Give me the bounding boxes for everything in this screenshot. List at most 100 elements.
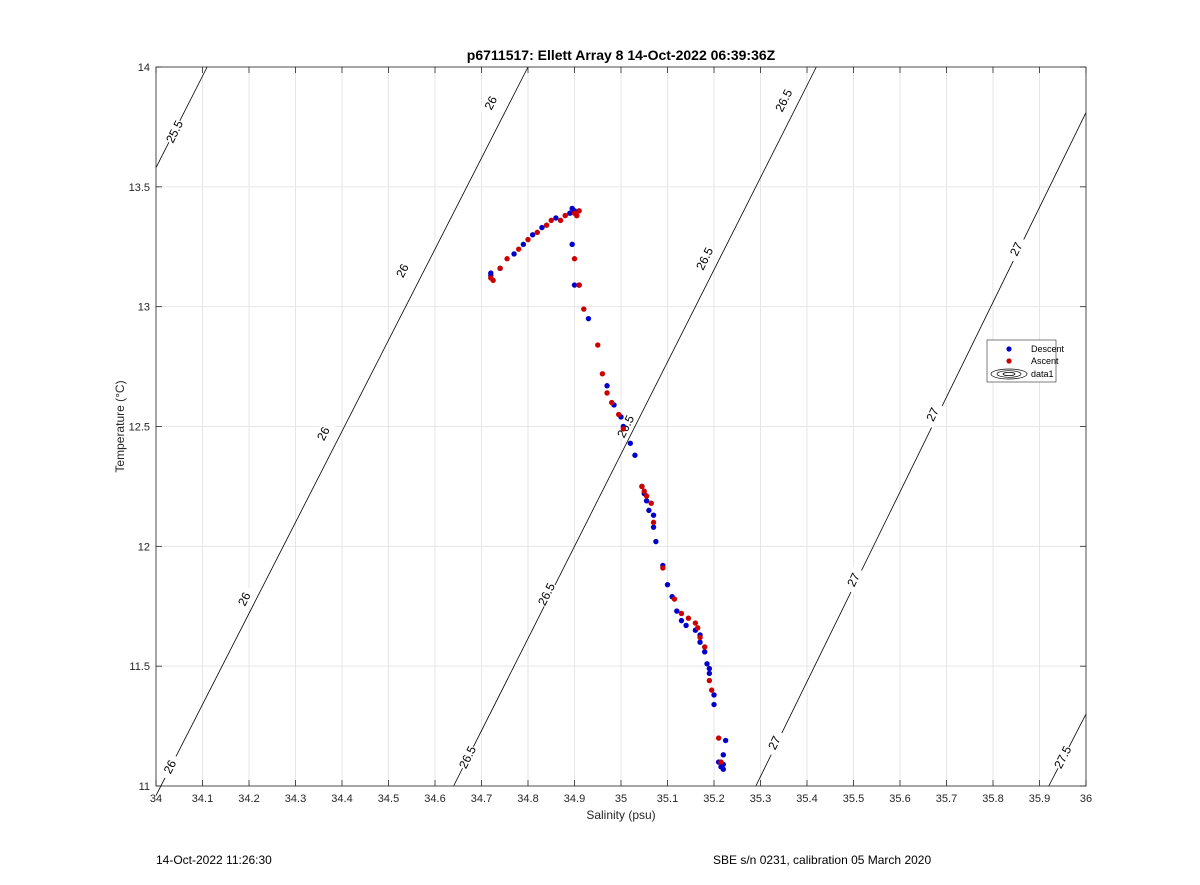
- point-descent: [683, 622, 689, 629]
- contour-label-bg: [311, 419, 336, 448]
- y-tick-label: 12.5: [129, 422, 150, 434]
- point-descent: [650, 512, 657, 518]
- legend-contour-ring: [996, 370, 1022, 378]
- y-tick-label: 12: [138, 541, 150, 553]
- point-ascent: [708, 687, 715, 693]
- point-descent: [722, 737, 729, 744]
- x-tick-label: 34.5: [378, 793, 399, 805]
- contour-label: 27.5: [1051, 743, 1075, 772]
- point-ascent: [639, 483, 645, 490]
- point-ascent: [574, 212, 580, 219]
- y-tick-label: 11.5: [129, 661, 150, 673]
- contour-line: [755, 112, 1087, 787]
- x-tick-label: 35.5: [843, 793, 864, 805]
- legend: Descent Ascent data1: [986, 339, 1065, 383]
- legend-box: [986, 339, 1057, 383]
- contour-label: 27: [1004, 235, 1028, 264]
- x-tick-label: 35.9: [1029, 793, 1050, 805]
- y-axis-label: Temperature (°C): [113, 380, 127, 472]
- point-descent: [697, 639, 703, 645]
- x-tick-label: 34.9: [564, 793, 585, 805]
- contour-label: 26: [479, 89, 503, 117]
- contour-label: 26: [158, 752, 182, 781]
- point-ascent: [497, 265, 503, 272]
- contour-label: 26: [390, 256, 415, 285]
- point-descent: [678, 617, 685, 624]
- contour-label-text: 27: [844, 571, 863, 589]
- contour-label-text: 26: [314, 424, 333, 443]
- x-tick-label: 34: [150, 793, 162, 805]
- contour-label-text: 26.5: [772, 87, 795, 114]
- point-descent: [553, 215, 559, 221]
- point-ascent: [648, 500, 654, 506]
- point-ascent: [671, 596, 678, 602]
- y-tick-label: 13: [138, 302, 150, 314]
- x-tick-label: 35.3: [750, 793, 771, 805]
- x-tick-label: 35.8: [982, 793, 1003, 805]
- contour-label-text: 26: [393, 261, 412, 280]
- contour-label-bg: [390, 256, 415, 285]
- x-tick-label: 35.6: [889, 793, 910, 805]
- point-ascent: [643, 493, 650, 499]
- point-ascent: [695, 625, 701, 631]
- contour-label-bg: [1051, 743, 1075, 772]
- legend-label-data1: data1: [1031, 369, 1054, 379]
- point-ascent: [581, 306, 587, 312]
- contour-label-bg: [158, 752, 182, 781]
- x-tick-label: 34.1: [192, 793, 213, 805]
- point-ascent: [641, 488, 647, 494]
- data-points: [488, 205, 729, 772]
- contour-label: 26.5: [693, 245, 716, 273]
- point-descent: [706, 670, 713, 677]
- point-ascent: [534, 229, 540, 236]
- contour-line: [155, 66, 208, 168]
- point-ascent: [715, 735, 722, 741]
- point-ascent: [660, 565, 666, 571]
- point-ascent: [706, 677, 713, 684]
- point-ascent: [576, 208, 582, 214]
- point-ascent: [685, 615, 692, 621]
- point-descent: [539, 224, 545, 231]
- point-descent: [632, 452, 638, 458]
- point-ascent: [604, 390, 610, 396]
- point-descent: [569, 241, 575, 248]
- contour-label-text: 27.5: [1051, 743, 1074, 770]
- point-descent: [650, 524, 657, 530]
- x-axis-label: Salinity (psu): [586, 808, 655, 822]
- point-ascent: [609, 399, 615, 406]
- contour-label-text: 26.5: [456, 743, 479, 770]
- point-ascent: [525, 236, 531, 243]
- x-tick-label: 34.2: [238, 793, 259, 805]
- point-ascent: [678, 610, 685, 617]
- x-tick-label: 35: [615, 793, 627, 805]
- point-ascent: [620, 426, 627, 432]
- contour-label: 27: [920, 400, 945, 429]
- legend-marker-descent: [1006, 346, 1012, 352]
- point-descent: [702, 649, 708, 655]
- point-ascent: [599, 371, 606, 377]
- contour-label-bg: [534, 580, 559, 609]
- x-tick-label: 34.8: [517, 793, 538, 805]
- point-descent: [720, 766, 726, 772]
- x-tick-label: 35.7: [936, 793, 957, 805]
- contour-label: 26: [232, 585, 257, 613]
- point-descent: [653, 538, 659, 545]
- contour-label-bg: [693, 244, 717, 273]
- point-ascent: [562, 212, 568, 219]
- y-tick-label: 11: [139, 781, 150, 793]
- point-descent: [646, 507, 652, 514]
- x-tick-label: 34.3: [285, 793, 306, 805]
- point-descent: [585, 315, 592, 322]
- contour-line: [155, 66, 529, 796]
- contour-label: 27: [762, 729, 787, 757]
- point-ascent: [718, 759, 724, 765]
- point-ascent: [548, 217, 554, 224]
- contour-label-text: 26.5: [535, 580, 558, 607]
- x-tick-label: 35.1: [657, 793, 678, 805]
- point-descent: [604, 383, 610, 389]
- legend-contour-ring: [990, 368, 1028, 380]
- x-tick-label: 34.4: [331, 793, 352, 805]
- contour-label-bg: [772, 86, 796, 115]
- contour-label-bg: [841, 566, 866, 594]
